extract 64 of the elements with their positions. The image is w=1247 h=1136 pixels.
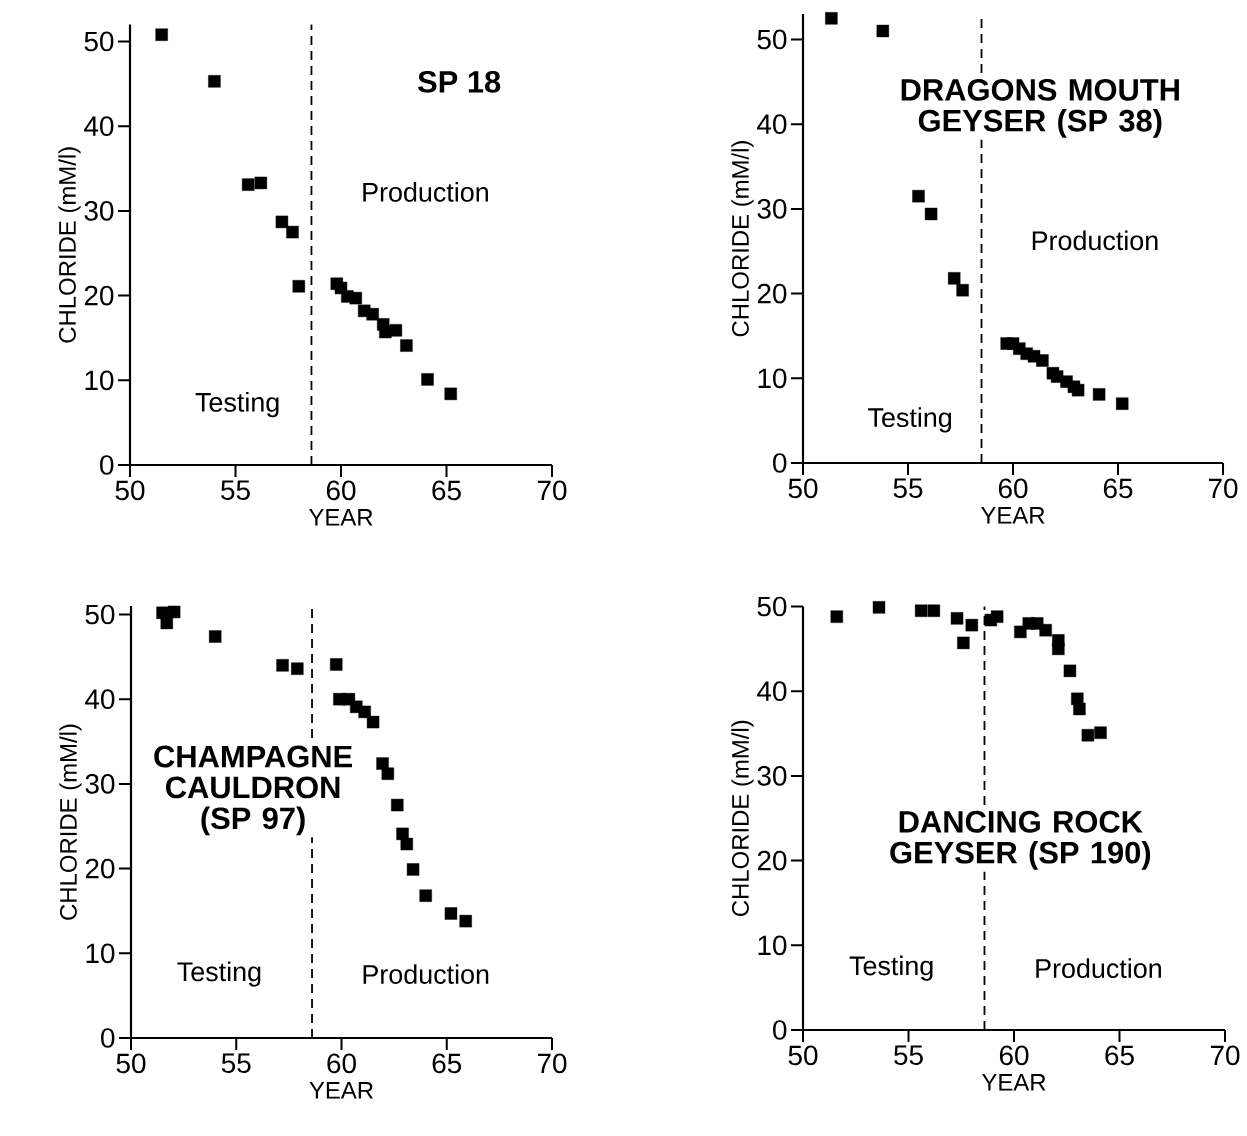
x-tick-label: 55	[221, 1053, 251, 1073]
annotation: Testing	[177, 961, 261, 987]
x-tick-label: 65	[1103, 478, 1133, 499]
y-axis-title: CHLORIDE (mM/l)	[59, 724, 82, 920]
annotation: Production	[363, 182, 488, 202]
y-tick-label: 50	[757, 29, 787, 50]
annotation: Testing	[195, 392, 279, 418]
annotation: Testing	[849, 955, 933, 981]
x-tick-label: 55	[894, 1045, 923, 1065]
annotation: Production	[1032, 230, 1158, 251]
text: DRAGONS MOUTH GEYSER (SP 38)	[901, 78, 1179, 138]
y-tick-label: 20	[757, 283, 787, 304]
y-axis-title: CHLORIDE (mM/l)	[731, 141, 754, 337]
y-tick-label: 30	[85, 774, 115, 794]
x-axis-title: YEAR	[981, 1074, 1046, 1091]
x-tick-label: 50	[116, 1053, 146, 1074]
y-tick-label: 50	[757, 596, 787, 617]
y-tick-label: 40	[757, 114, 787, 135]
y-tick-label: 0	[100, 455, 114, 475]
x-axis-title: YEAR	[309, 1082, 373, 1099]
text: DANCING ROCK GEYSER (SP 190)	[890, 810, 1151, 870]
y-axis-title: CHLORIDE (mM/l)	[731, 720, 754, 916]
y-tick-label: 10	[86, 943, 115, 964]
x-tick-label: 50	[115, 480, 145, 501]
x-tick-label: 70	[1208, 478, 1238, 499]
y-tick-label: 50	[84, 31, 114, 52]
x-tick-label: 50	[788, 1045, 818, 1066]
annotation: Production	[1036, 958, 1161, 979]
x-tick-label: 50	[788, 478, 818, 499]
x-tick-label: 60	[998, 478, 1028, 499]
y-tick-label: 30	[84, 201, 114, 221]
annotation: Testing	[868, 407, 952, 433]
x-tick-label: 70	[1210, 1045, 1240, 1066]
x-tick-label: 60	[326, 480, 356, 501]
y-tick-label: 0	[101, 1028, 115, 1048]
y-tick-label: 30	[757, 766, 787, 786]
x-axis-title: YEAR	[980, 507, 1045, 524]
y-tick-label: 0	[773, 1020, 787, 1040]
text: SP 18	[417, 70, 501, 93]
x-tick-label: 65	[432, 1053, 462, 1074]
y-tick-label: 40	[757, 681, 787, 702]
text: CHAMPAGNE CAULDRON (SP 97)	[154, 745, 352, 836]
y-tick-label: 0	[773, 453, 787, 473]
x-tick-label: 60	[999, 1045, 1029, 1066]
y-tick-label: 30	[757, 199, 787, 219]
annotation: Production	[363, 964, 489, 984]
y-tick-label: 40	[85, 689, 115, 710]
x-tick-label: 70	[537, 480, 567, 501]
x-tick-label: 55	[221, 480, 250, 500]
y-axis-title: CHLORIDE (mM/l)	[58, 147, 81, 343]
y-tick-label: 40	[84, 116, 114, 137]
x-tick-label: 65	[432, 480, 461, 501]
x-tick-label: 70	[537, 1053, 567, 1074]
y-tick-label: 10	[758, 935, 787, 956]
y-tick-label: 50	[85, 604, 115, 625]
y-tick-label: 10	[85, 370, 114, 391]
y-tick-label: 20	[85, 858, 115, 879]
x-axis-title: YEAR	[308, 509, 373, 526]
x-tick-label: 65	[1105, 1045, 1134, 1066]
y-tick-label: 20	[757, 850, 787, 871]
y-tick-label: 20	[84, 285, 114, 306]
x-tick-label: 60	[327, 1053, 356, 1074]
x-tick-label: 55	[893, 478, 923, 498]
y-tick-label: 10	[758, 368, 787, 389]
